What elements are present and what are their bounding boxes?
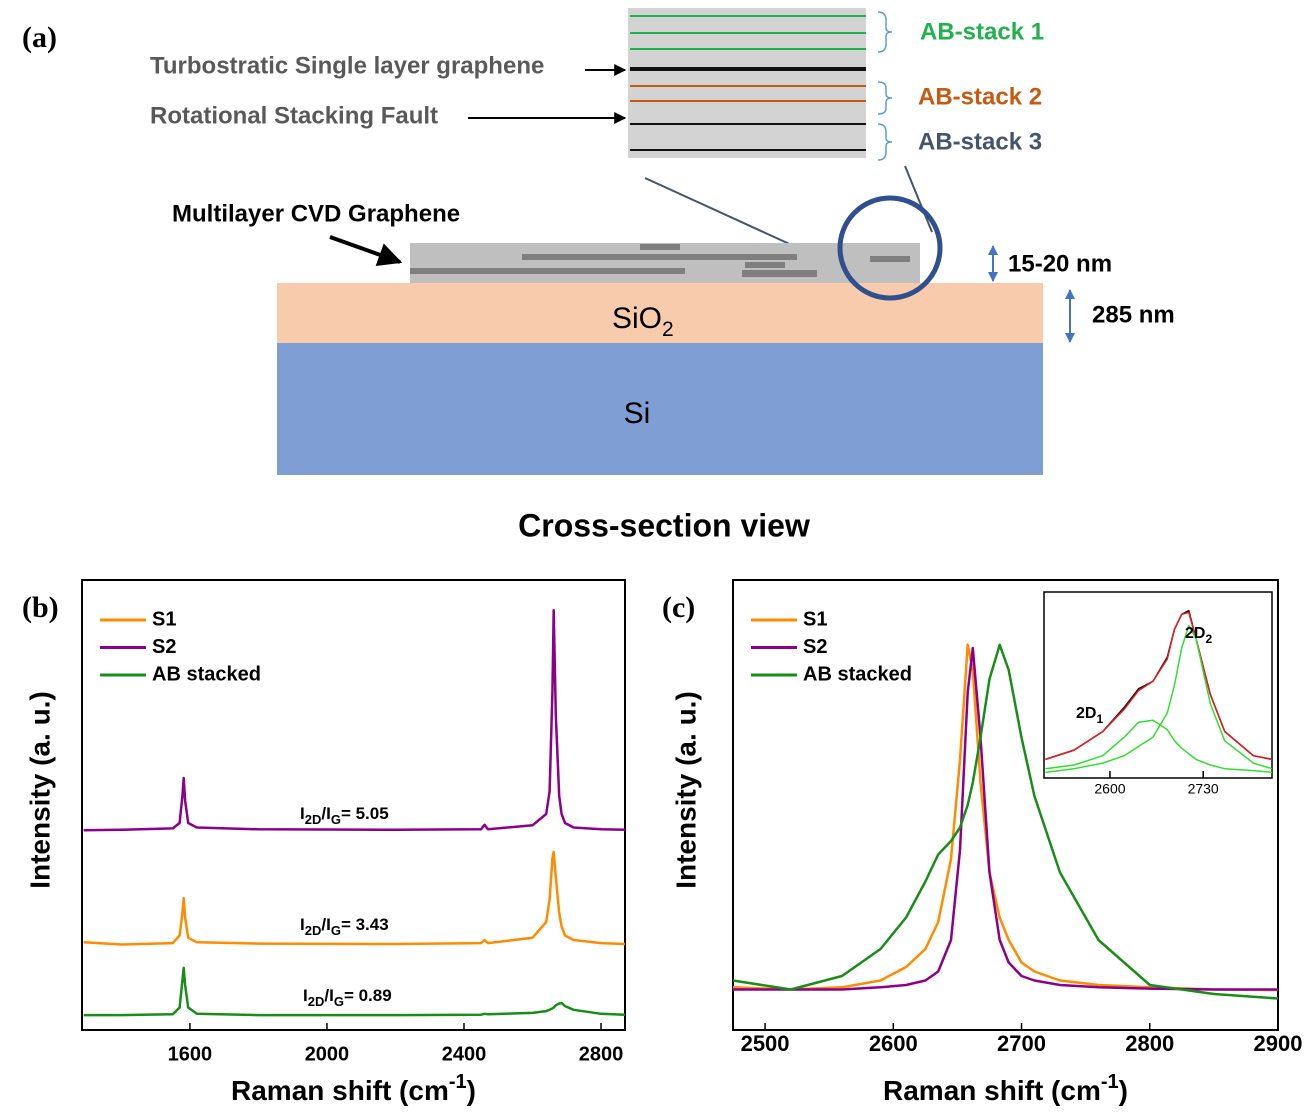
annotation: I2D/IG= 0.89 bbox=[303, 986, 392, 1009]
x-axis-label-part: ) bbox=[467, 1075, 476, 1106]
layer-label-sub: 2 bbox=[662, 318, 674, 341]
brace bbox=[877, 11, 893, 53]
thickness: 15-20 nm bbox=[1008, 250, 1112, 277]
annotation-part: I bbox=[300, 804, 305, 823]
zoom-line bbox=[904, 165, 933, 233]
stack-label: AB-stack 3 bbox=[918, 128, 1042, 155]
annotation-part: I bbox=[300, 915, 305, 934]
si-layer bbox=[277, 343, 1043, 475]
x-tick-label: 2800 bbox=[579, 1043, 624, 1065]
series-line bbox=[1045, 624, 1273, 774]
annotation-part: 2D bbox=[308, 994, 325, 1009]
annotation-part: 2D bbox=[1185, 625, 1205, 642]
annotation-part: /I bbox=[321, 804, 330, 823]
x-axis-label: Raman shift (cm-1) bbox=[231, 1071, 476, 1106]
domain bbox=[870, 256, 910, 262]
layer-label-main: SiO bbox=[612, 302, 662, 335]
series-line bbox=[83, 966, 626, 1017]
x-tick-label: 2800 bbox=[1125, 1031, 1174, 1056]
zoom-box bbox=[628, 8, 866, 158]
domains bbox=[410, 244, 910, 277]
series-line bbox=[1045, 719, 1273, 774]
legend-label: S2 bbox=[803, 636, 827, 658]
caption: Cross-section view bbox=[518, 507, 810, 543]
annotation: 2D1 bbox=[1076, 705, 1103, 726]
x-tick-label: 2600 bbox=[1094, 781, 1125, 797]
y-axis-label: Intensity (a. u.) bbox=[24, 691, 55, 889]
annotation-part: 1 bbox=[1096, 712, 1103, 726]
annotation-part: 2 bbox=[1205, 632, 1212, 646]
panel-label: (a) bbox=[22, 21, 57, 54]
callout: Rotational Stacking Fault bbox=[150, 102, 438, 129]
legend-label: AB stacked bbox=[803, 663, 912, 685]
x-axis-label-part: -1 bbox=[449, 1071, 467, 1093]
legend-label: S1 bbox=[803, 608, 827, 630]
annotation-part: = 3.43 bbox=[341, 915, 389, 934]
legend-label: AB stacked bbox=[152, 663, 261, 685]
callout: Multilayer CVD Graphene bbox=[172, 200, 460, 227]
layer-label: Si bbox=[624, 397, 651, 430]
annotation: I2D/IG= 5.05 bbox=[300, 804, 389, 827]
legend-label: S1 bbox=[152, 608, 176, 630]
callout: Turbostratic Single layer graphene bbox=[150, 52, 544, 79]
x-axis-label-part: Raman shift (cm bbox=[231, 1075, 449, 1106]
annotation-part: 2D bbox=[1076, 705, 1096, 722]
x-tick-label: 2600 bbox=[869, 1031, 918, 1056]
series-line bbox=[83, 850, 626, 946]
legend-label: S2 bbox=[152, 636, 176, 658]
braces bbox=[877, 11, 893, 161]
layers bbox=[630, 15, 866, 151]
panel-label: (b) bbox=[22, 591, 59, 624]
diagram: AB-stack 1 AB-stack 2 AB-stack 3 Turbost… bbox=[22, 8, 1175, 624]
x-tick-label: 2700 bbox=[997, 1031, 1046, 1056]
brace bbox=[877, 81, 893, 115]
x-tick-label: 1600 bbox=[168, 1043, 213, 1065]
stack-label: AB-stack 2 bbox=[918, 83, 1042, 110]
panel-label: (c) bbox=[662, 591, 695, 624]
domain bbox=[640, 244, 680, 250]
thickness: 285 nm bbox=[1092, 301, 1175, 328]
plot-frame bbox=[81, 579, 626, 1031]
x-tick-label: 2730 bbox=[1188, 781, 1219, 797]
annotation-part: 2D bbox=[305, 923, 322, 938]
x-axis-label: Raman shift (cm-1) bbox=[883, 1071, 1128, 1106]
x-axis-label-part: -1 bbox=[1101, 1071, 1119, 1093]
annotation-part: = 5.05 bbox=[341, 804, 389, 823]
x-axis-label-part: ) bbox=[1119, 1075, 1128, 1106]
annotation: 2D2 bbox=[1185, 625, 1212, 646]
domain bbox=[742, 270, 817, 277]
zoom-circle bbox=[837, 195, 943, 301]
annotation-part: /I bbox=[324, 986, 333, 1005]
domain bbox=[410, 268, 685, 274]
annotation-part: G bbox=[334, 994, 344, 1009]
x-tick-label: 2400 bbox=[442, 1043, 487, 1065]
x-tick-label: 2500 bbox=[741, 1031, 790, 1056]
series-line bbox=[733, 646, 1278, 991]
plot-frame bbox=[1043, 591, 1273, 779]
domain bbox=[745, 262, 785, 268]
annotation-part: = 0.89 bbox=[344, 986, 392, 1005]
series-line bbox=[732, 643, 1279, 1000]
x-tick-label: 2900 bbox=[1254, 1031, 1303, 1056]
annotation-part: 2D bbox=[305, 812, 322, 827]
annotation: I2D/IG= 3.43 bbox=[300, 915, 389, 938]
annotation-part: G bbox=[331, 812, 341, 827]
y-axis-label: Intensity (a. u.) bbox=[670, 691, 701, 889]
series-line bbox=[1045, 611, 1273, 761]
annotation-part: /I bbox=[321, 915, 330, 934]
arrow bbox=[329, 235, 403, 267]
annotation-part: I bbox=[303, 986, 308, 1005]
stack-label: AB-stack 1 bbox=[920, 18, 1044, 45]
series-line bbox=[732, 643, 1279, 992]
domain bbox=[522, 254, 797, 260]
x-tick-label: 2000 bbox=[305, 1043, 350, 1065]
x-axis-label-part: Raman shift (cm bbox=[883, 1075, 1101, 1106]
brace bbox=[877, 123, 893, 161]
layer-label: SiO2 bbox=[612, 302, 674, 341]
annotation-part: G bbox=[331, 923, 341, 938]
series-line bbox=[83, 608, 626, 832]
